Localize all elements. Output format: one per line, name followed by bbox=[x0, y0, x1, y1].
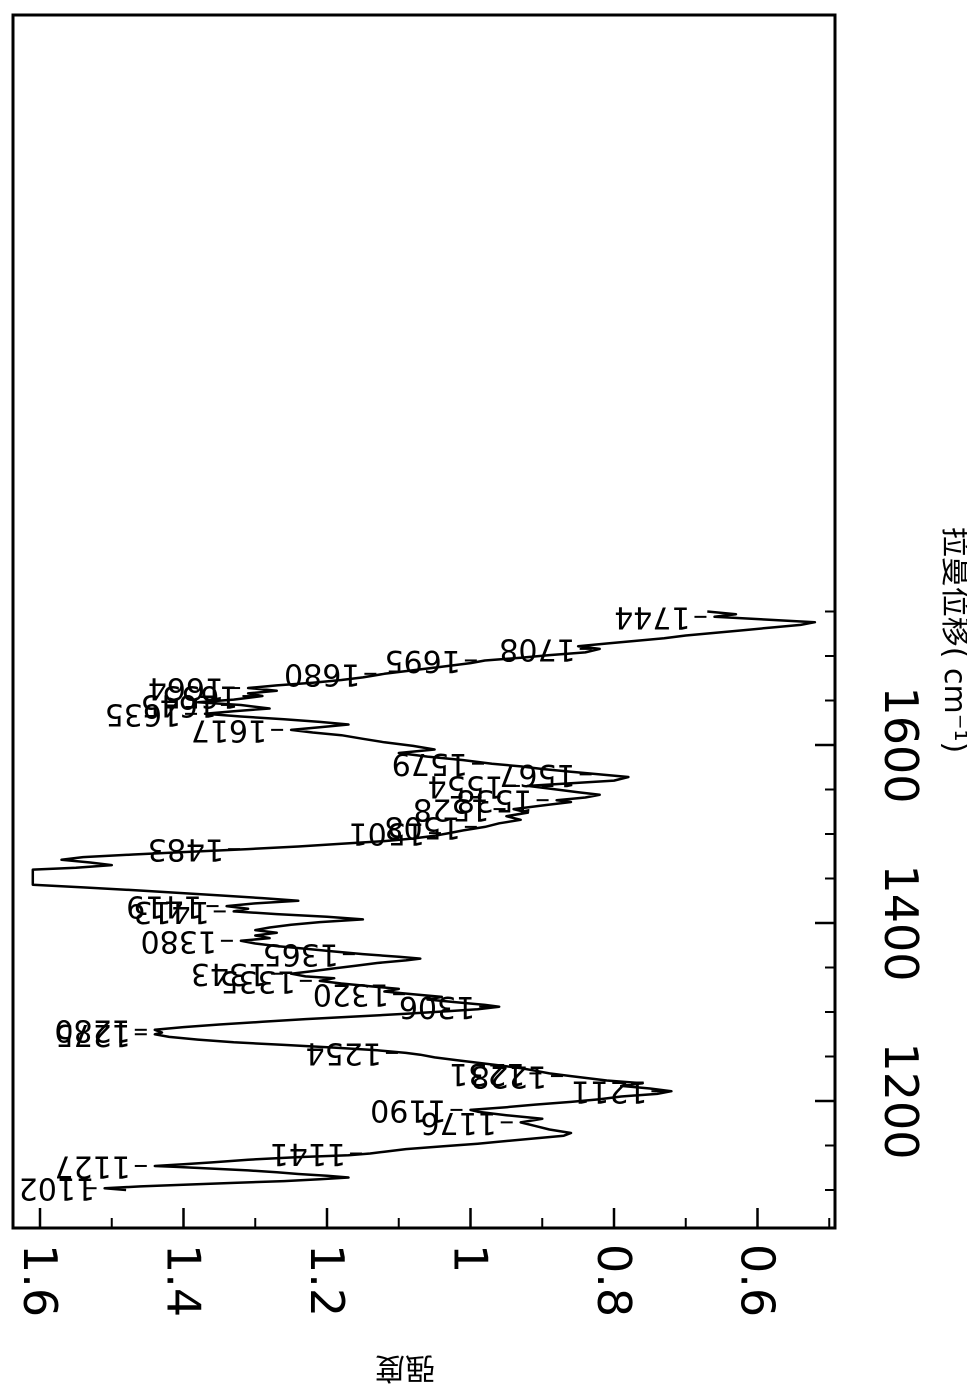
svg-text:1190: 1190 bbox=[370, 1092, 446, 1127]
svg-text:1211: 1211 bbox=[571, 1074, 647, 1109]
svg-text:1280: 1280 bbox=[54, 1012, 130, 1047]
y-axis-label: 强度 bbox=[375, 1350, 435, 1384]
svg-text:1141: 1141 bbox=[270, 1136, 346, 1171]
svg-text:1306: 1306 bbox=[399, 989, 475, 1024]
svg-text:1254: 1254 bbox=[306, 1035, 382, 1070]
peak-label: 1127 bbox=[54, 1148, 146, 1183]
svg-text:1708: 1708 bbox=[499, 631, 575, 666]
svg-text:1579: 1579 bbox=[392, 746, 468, 781]
peak-label: 1680 bbox=[284, 656, 376, 691]
peak-label: 1141 bbox=[270, 1136, 362, 1171]
plot-frame bbox=[13, 15, 835, 1228]
peak-label: 1567 bbox=[499, 757, 591, 792]
svg-text:1744: 1744 bbox=[614, 599, 690, 634]
y-tick-label: 0.8 bbox=[587, 1244, 641, 1317]
y-tick-label: 1.4 bbox=[157, 1244, 211, 1317]
svg-text:1695: 1695 bbox=[384, 643, 460, 678]
peak-label: 1708 bbox=[499, 631, 591, 666]
svg-text:1419: 1419 bbox=[126, 889, 202, 924]
x-tick-label: 1400 bbox=[874, 864, 928, 981]
y-tick-label: 0.6 bbox=[731, 1244, 785, 1317]
svg-text:1483: 1483 bbox=[148, 832, 224, 867]
peak-label: 1320 bbox=[313, 977, 405, 1012]
peak-label: 1695 bbox=[384, 643, 476, 678]
y-tick-label: 1.2 bbox=[300, 1244, 354, 1317]
x-tick-label: 1200 bbox=[874, 1042, 928, 1159]
svg-text:1343: 1343 bbox=[191, 956, 267, 991]
y-tick-label: 1 bbox=[444, 1244, 498, 1273]
svg-text:1664: 1664 bbox=[148, 671, 224, 706]
x-axis-label: 拉曼位移( cm⁻¹) bbox=[937, 527, 967, 754]
peak-label: 1211 bbox=[571, 1074, 663, 1109]
x-tick-label: 1600 bbox=[874, 686, 928, 803]
svg-text:1231: 1231 bbox=[449, 1056, 525, 1091]
svg-text:1567: 1567 bbox=[499, 757, 575, 792]
svg-text:1320: 1320 bbox=[313, 977, 389, 1012]
svg-text:1680: 1680 bbox=[284, 656, 360, 691]
peak-label: 1744 bbox=[614, 599, 706, 634]
peak-label: 1280 bbox=[54, 1012, 146, 1047]
svg-text:1365: 1365 bbox=[263, 937, 339, 972]
y-tick-label: 1.6 bbox=[13, 1244, 67, 1317]
peak-label: 1306 bbox=[399, 989, 491, 1024]
svg-text:1127: 1127 bbox=[54, 1148, 130, 1183]
peak-label: 1254 bbox=[306, 1035, 398, 1070]
